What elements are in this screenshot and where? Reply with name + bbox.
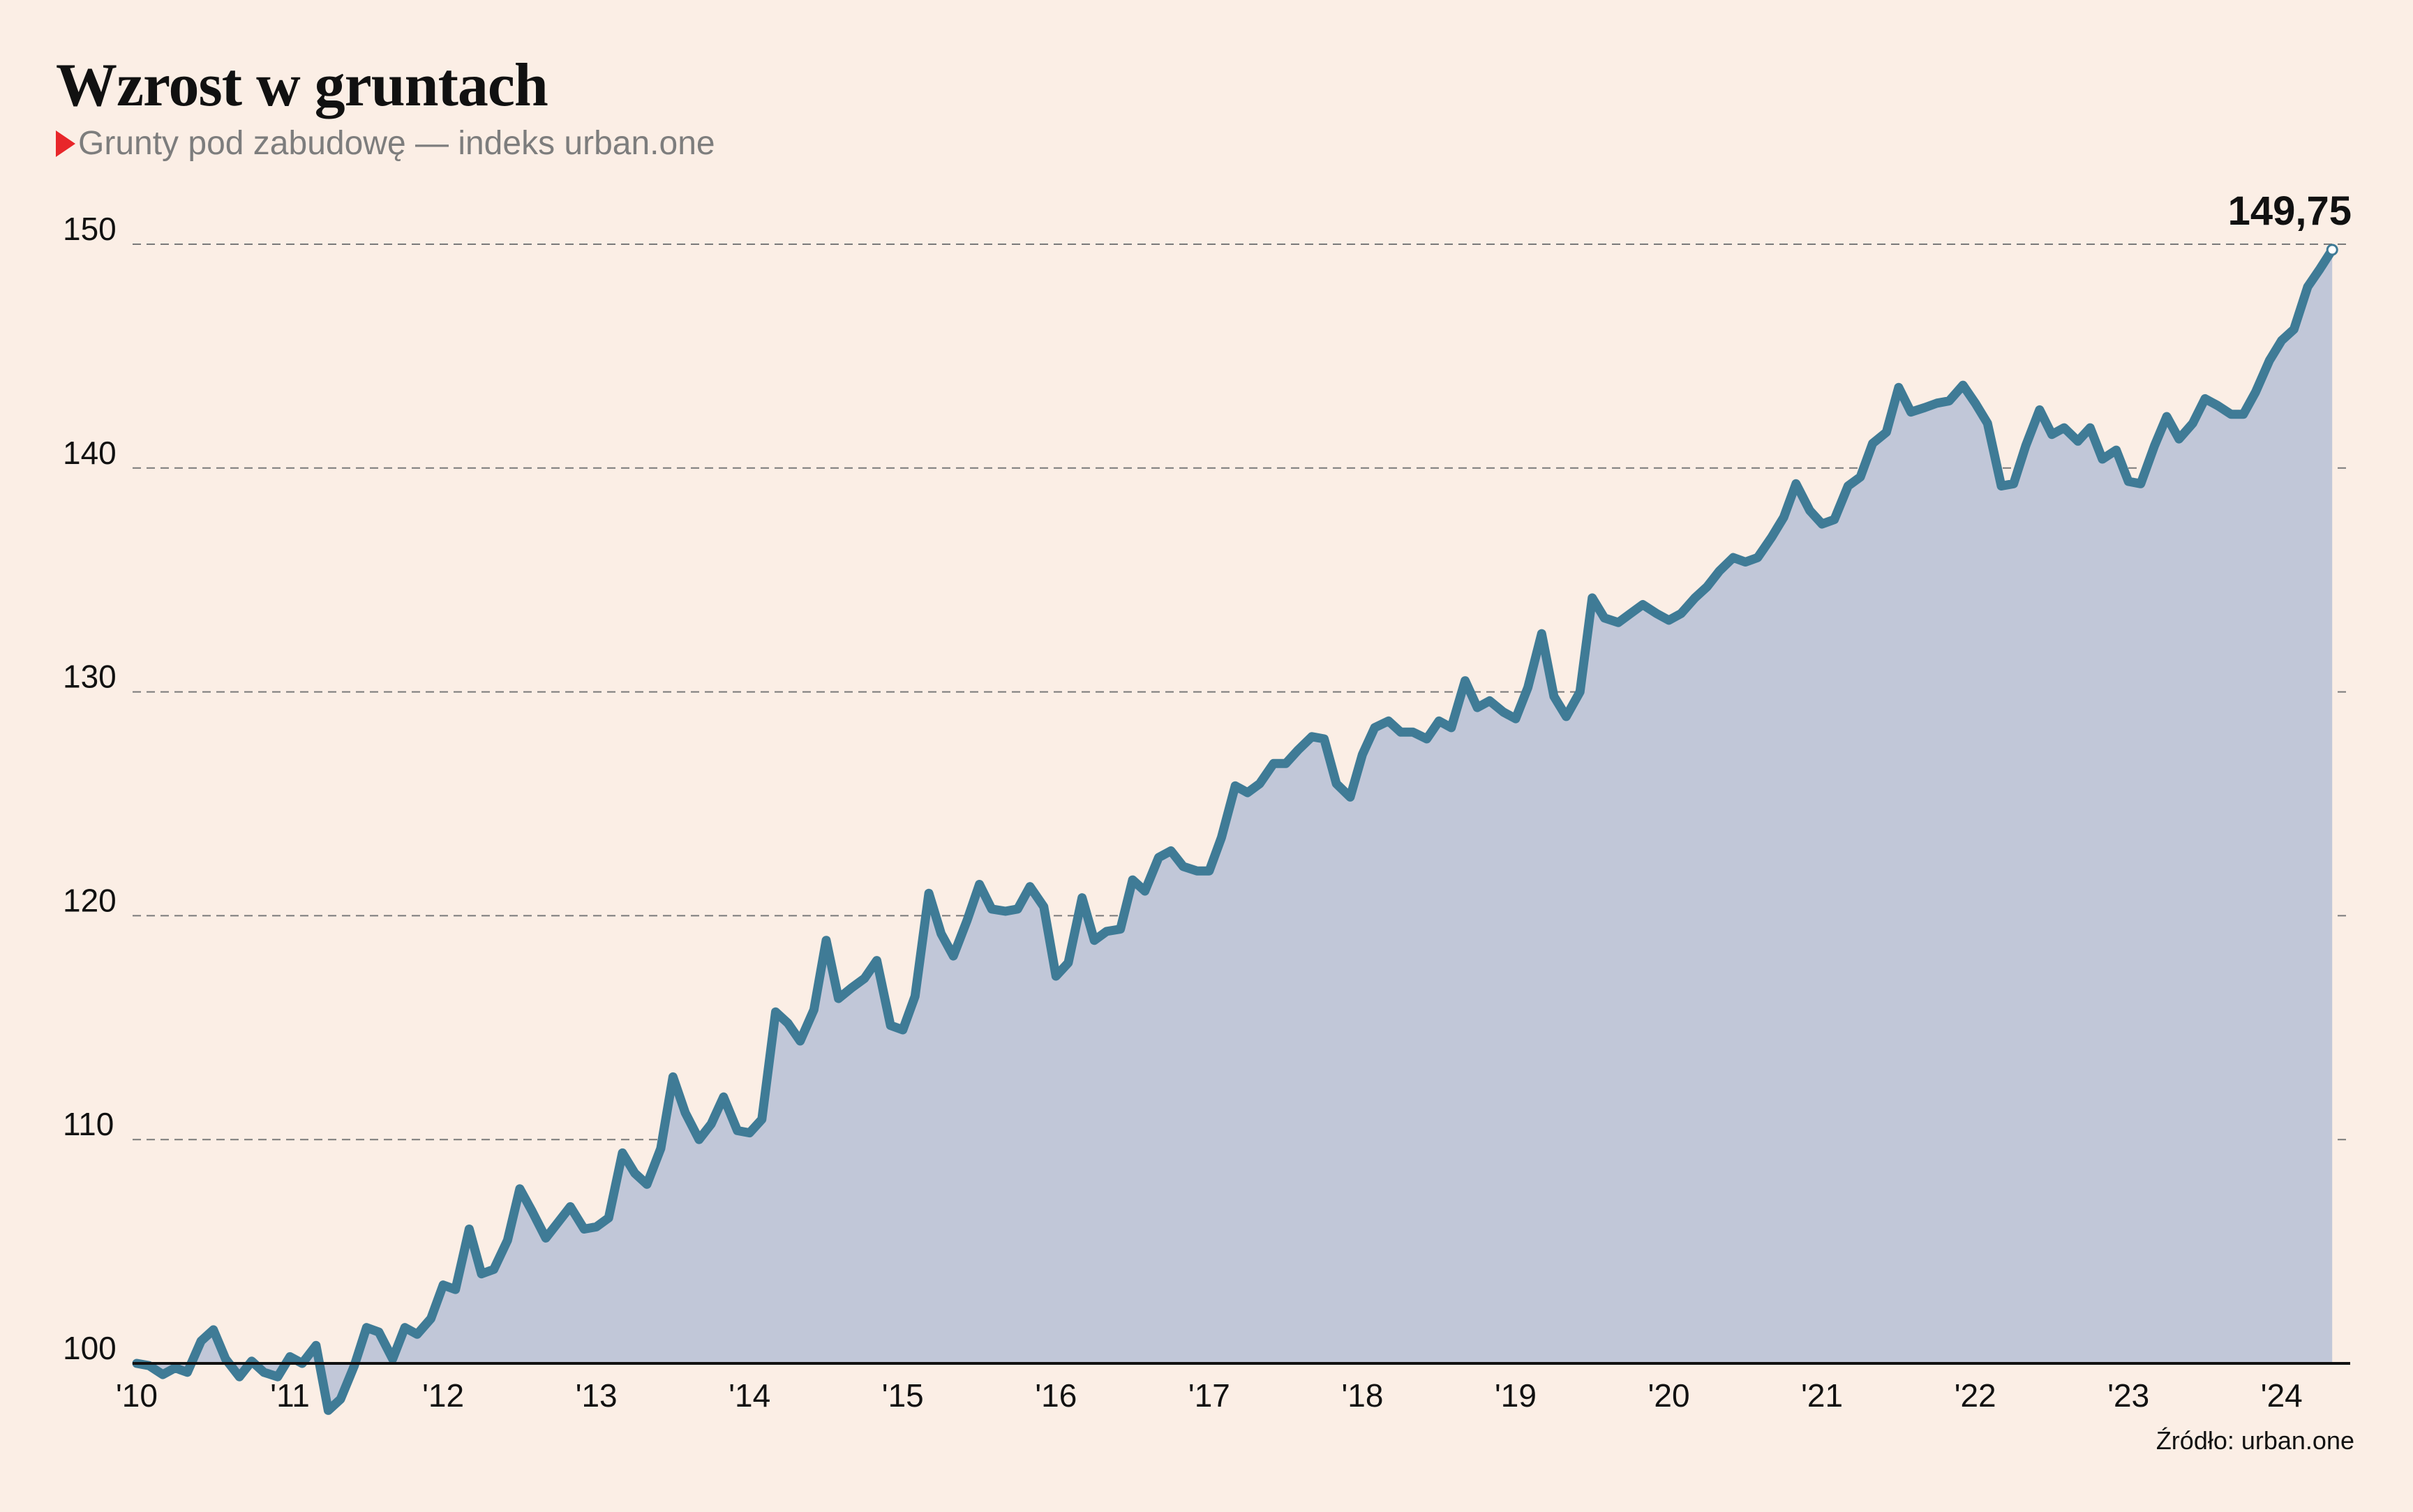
x-tick-label: '18 bbox=[1341, 1377, 1383, 1414]
y-tick-label: 150 bbox=[63, 211, 117, 247]
y-tick-label: 130 bbox=[63, 659, 117, 695]
x-tick-label: '14 bbox=[729, 1377, 770, 1414]
triangle-marker-icon bbox=[56, 130, 75, 157]
x-tick-label: '20 bbox=[1648, 1377, 1690, 1414]
y-tick-label: 100 bbox=[63, 1330, 117, 1366]
y-tick-label: 120 bbox=[63, 882, 117, 918]
chart-title: Wzrost w gruntach bbox=[56, 52, 548, 119]
labels-layer: 100 110 120 130 140 150 '10 '11 '12 '13 '14 '15 '16 '… bbox=[63, 188, 2352, 1414]
chart-subtitle-text: Grunty pod zabudowę — indeks urban.one bbox=[78, 125, 715, 162]
x-tick-label: '24 bbox=[2261, 1377, 2303, 1414]
x-tick-label: '17 bbox=[1188, 1377, 1230, 1414]
x-tick-label: '11 bbox=[270, 1377, 310, 1414]
x-tick-label: '23 bbox=[2107, 1377, 2149, 1414]
x-tick-label: '22 bbox=[1955, 1377, 1996, 1414]
x-tick-label: '12 bbox=[422, 1377, 464, 1414]
series-line bbox=[132, 245, 2337, 1415]
end-point-marker bbox=[2326, 244, 2338, 256]
source-note: Źródło: urban.one bbox=[2156, 1426, 2354, 1455]
last-value-label: 149,75 bbox=[2228, 188, 2352, 234]
line-layer bbox=[132, 244, 2338, 1415]
y-tick-label: 110 bbox=[63, 1106, 114, 1142]
x-tick-label: '13 bbox=[576, 1377, 618, 1414]
x-tick-label: '19 bbox=[1495, 1377, 1537, 1414]
x-tick-label: '15 bbox=[882, 1377, 924, 1414]
chart-subtitle: Grunty pod zabudowę — indeks urban.one bbox=[56, 124, 715, 163]
x-tick-label: '10 bbox=[116, 1377, 158, 1414]
y-tick-label: 140 bbox=[63, 435, 117, 471]
x-tick-label: '21 bbox=[1801, 1377, 1843, 1414]
x-tick-label: '16 bbox=[1035, 1377, 1077, 1414]
